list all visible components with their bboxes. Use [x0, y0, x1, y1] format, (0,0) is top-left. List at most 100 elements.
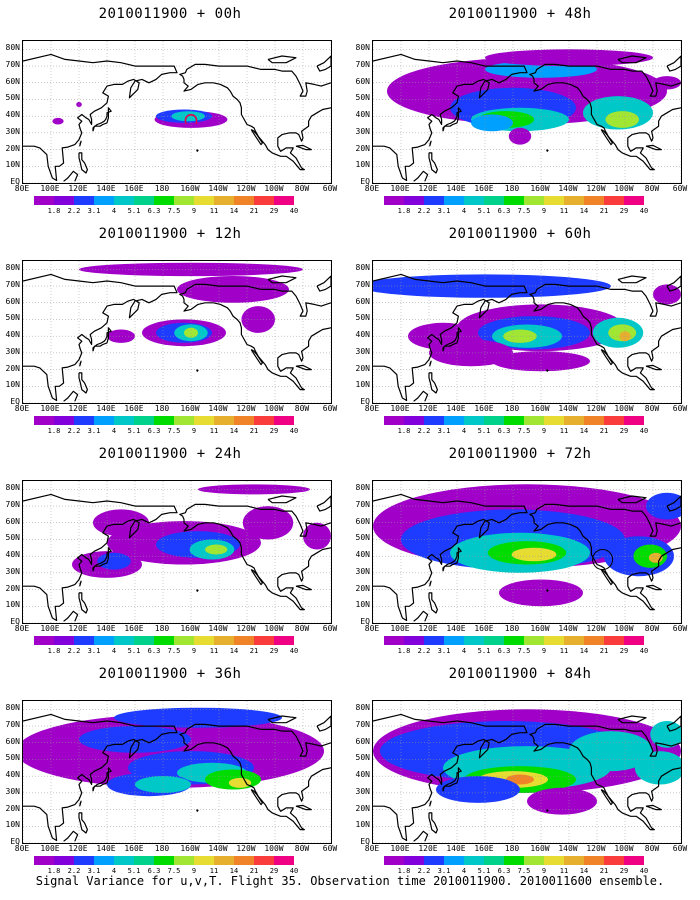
coastline [196, 589, 199, 592]
colorbar-swatch [74, 416, 94, 425]
longitude-label: 100E [40, 844, 60, 853]
coastline [179, 723, 331, 831]
coastline [429, 360, 432, 367]
panel-title: 2010011900 + 24h [98, 446, 242, 462]
variance-contour [527, 787, 597, 815]
longitude-label: 100W [264, 624, 284, 633]
colorbar-swatch [134, 636, 154, 645]
colorbar-swatch [504, 856, 524, 865]
latitude-label: 70N [5, 280, 20, 290]
panel-title: 2010011900 + 60h [448, 226, 592, 242]
longitude-label: 100E [390, 624, 410, 633]
colorbar-swatch [214, 416, 234, 425]
colorbar-swatch [274, 416, 294, 425]
latitude-label: 10N [355, 160, 370, 170]
colorbar [384, 636, 644, 645]
coastline [373, 273, 528, 402]
variance-contour [114, 707, 282, 728]
latitude-label: 80N [355, 483, 370, 493]
coastline [23, 53, 178, 182]
longitude-label: 160E [474, 624, 494, 633]
longitude-label: 140E [96, 404, 116, 413]
colorbar-label: 29 [619, 867, 629, 875]
longitude-label: 120W [586, 404, 606, 413]
colorbar [34, 416, 294, 425]
colorbar-label: 21 [599, 207, 609, 215]
colorbar-label: 4 [461, 207, 467, 215]
longitude-label: 60W [322, 404, 338, 413]
variance-contour [228, 777, 252, 788]
coastline [666, 275, 681, 292]
longitude-label: 100W [614, 404, 634, 413]
latitude-label: EQ [10, 397, 20, 406]
latitude-label: EQ [360, 177, 370, 186]
colorbar-swatch [34, 196, 54, 205]
coastline [316, 495, 331, 512]
longitude-label: 100W [264, 844, 284, 853]
coastline [250, 128, 263, 146]
colorbar-swatch [624, 416, 644, 425]
map-area [372, 700, 682, 844]
colorbar-label: 21 [249, 427, 259, 435]
latitude-label: 50N [355, 753, 370, 763]
longitude-label: 100W [614, 184, 634, 193]
figure-caption: Signal Variance for u,v,T. Flight 35. Ob… [35, 874, 665, 888]
coastline [442, 547, 462, 572]
coastline [429, 800, 432, 807]
colorbar [34, 196, 294, 205]
coastline [63, 610, 79, 622]
latitude-label: 50N [5, 93, 20, 103]
longitude-label: 160E [124, 624, 144, 633]
colorbar-swatch [604, 856, 624, 865]
colorbar-label: 40 [639, 647, 649, 655]
colorbar-swatch [174, 636, 194, 645]
colorbar-swatch [464, 856, 484, 865]
longitude-label: 60W [672, 184, 688, 193]
coastline [428, 812, 439, 834]
latitude-label: 10N [5, 160, 20, 170]
colorbar-swatch [254, 856, 274, 865]
longitude-label: 140W [208, 184, 228, 193]
latitude-label: 70N [355, 280, 370, 290]
longitude-label: 80E [364, 624, 380, 633]
longitude-label: 120W [236, 184, 256, 193]
colorbar-label: 5.1 [477, 427, 491, 435]
map-area [372, 480, 682, 624]
colorbar-label: 40 [639, 427, 649, 435]
colorbar-swatch [384, 416, 404, 425]
latitude-label: 70N [355, 720, 370, 730]
colorbar-label: 9 [541, 427, 547, 435]
colorbar-label: 4 [111, 207, 117, 215]
coastline [546, 809, 549, 812]
longitude-label: 100E [40, 624, 60, 633]
colorbar-label: 21 [599, 427, 609, 435]
coastline [428, 592, 439, 614]
coastline [666, 55, 681, 72]
coastline [23, 713, 178, 842]
coastline [645, 804, 662, 811]
colorbar-label: 2.2 [417, 647, 431, 655]
coastline [196, 149, 199, 152]
colorbar-label: 21 [249, 647, 259, 655]
coastline [63, 830, 79, 842]
colorbar-label: 6.3 [497, 867, 511, 875]
longitude-label: 100W [614, 624, 634, 633]
latitude-label: 30N [355, 566, 370, 576]
longitude-label: 120E [68, 624, 88, 633]
latitude-label: EQ [10, 617, 20, 626]
colorbar-swatch [404, 636, 424, 645]
colorbar-swatch [424, 416, 444, 425]
variance-field [23, 41, 331, 183]
latitude-label: 10N [5, 600, 20, 610]
colorbar-label: 14 [229, 867, 239, 875]
latitude-label: 10N [5, 820, 20, 830]
colorbar-swatch [524, 856, 544, 865]
panel-title: 2010011900 + 84h [448, 666, 592, 682]
colorbar-swatch [464, 196, 484, 205]
colorbar-label: 2.2 [67, 427, 81, 435]
colorbar-swatch [624, 196, 644, 205]
variance-field [373, 41, 681, 183]
longitude-label: 80W [294, 844, 310, 853]
colorbar-label: 3.1 [437, 647, 451, 655]
latitude-label: 80N [355, 703, 370, 713]
